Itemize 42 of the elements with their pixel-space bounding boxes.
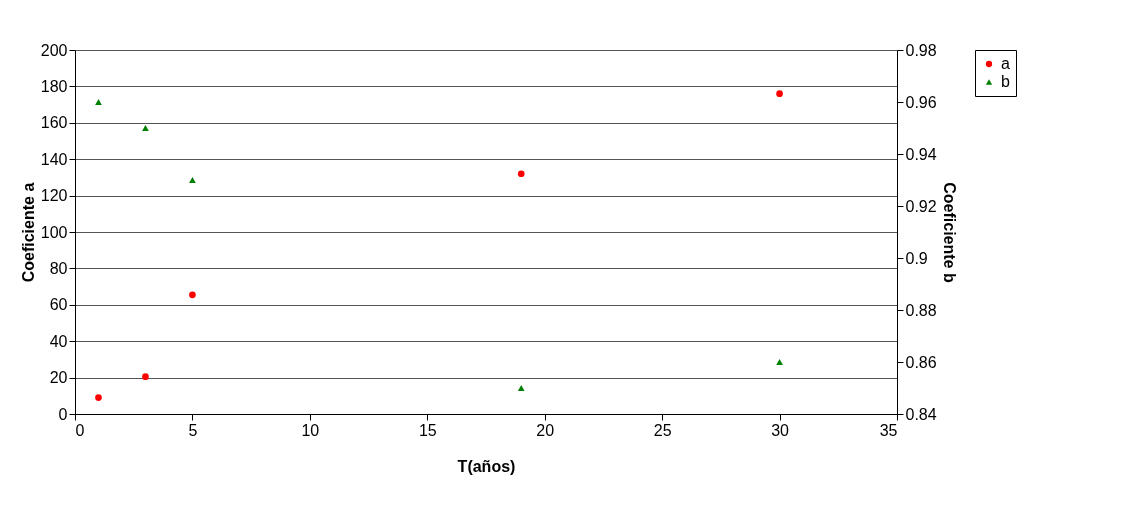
point — [517, 385, 525, 391]
x-axis-title: T(años) — [457, 457, 516, 475]
y-tick-label: 40 — [49, 332, 68, 350]
point — [776, 90, 783, 98]
y-tick-label: 0 — [58, 405, 68, 423]
x-tick-label: 5 — [188, 421, 198, 439]
y2-tick-label: 0.94 — [905, 145, 937, 163]
point — [776, 359, 783, 365]
x-tick-label: 10 — [301, 421, 320, 439]
x-tick-label: 35 — [879, 421, 898, 439]
point — [142, 125, 149, 131]
y2-axis-title: Coeficiente b — [940, 182, 958, 283]
y-tick-label: 180 — [40, 77, 68, 95]
point — [95, 99, 102, 105]
y-tick-label: 120 — [40, 187, 68, 205]
point — [189, 291, 196, 299]
y-axis-title: Coeficiente a — [19, 182, 37, 283]
y2-tick-label: 0.9 — [905, 249, 928, 267]
y2-tick-label: 0.86 — [905, 353, 937, 371]
x-tick-label: 25 — [653, 421, 672, 439]
y-tick-label: 140 — [40, 150, 68, 168]
x-tick-label: 0 — [75, 421, 85, 439]
y2-tick-label: 0.92 — [905, 197, 937, 215]
point — [189, 177, 196, 183]
y-tick-label: 100 — [40, 223, 68, 241]
point — [517, 170, 525, 178]
x-tick-label: 30 — [771, 421, 790, 439]
x-tick-label: 20 — [536, 421, 555, 439]
y2-tick-label: 0.84 — [905, 405, 937, 423]
y-tick-label: 200 — [40, 41, 68, 59]
legend-label: b — [1001, 73, 1010, 90]
y2-tick-label: 0.96 — [905, 93, 937, 111]
point — [95, 394, 102, 401]
y-tick-label: 20 — [49, 369, 68, 387]
y-tick-label: 80 — [49, 259, 68, 277]
legend-label: a — [1001, 55, 1010, 72]
y2-tick-label: 0.98 — [905, 41, 937, 59]
y-tick-label: 160 — [40, 114, 68, 132]
y2-tick-label: 0.88 — [905, 301, 937, 319]
x-tick-label: 15 — [418, 421, 437, 439]
point — [142, 373, 149, 381]
y-tick-label: 60 — [49, 296, 68, 314]
